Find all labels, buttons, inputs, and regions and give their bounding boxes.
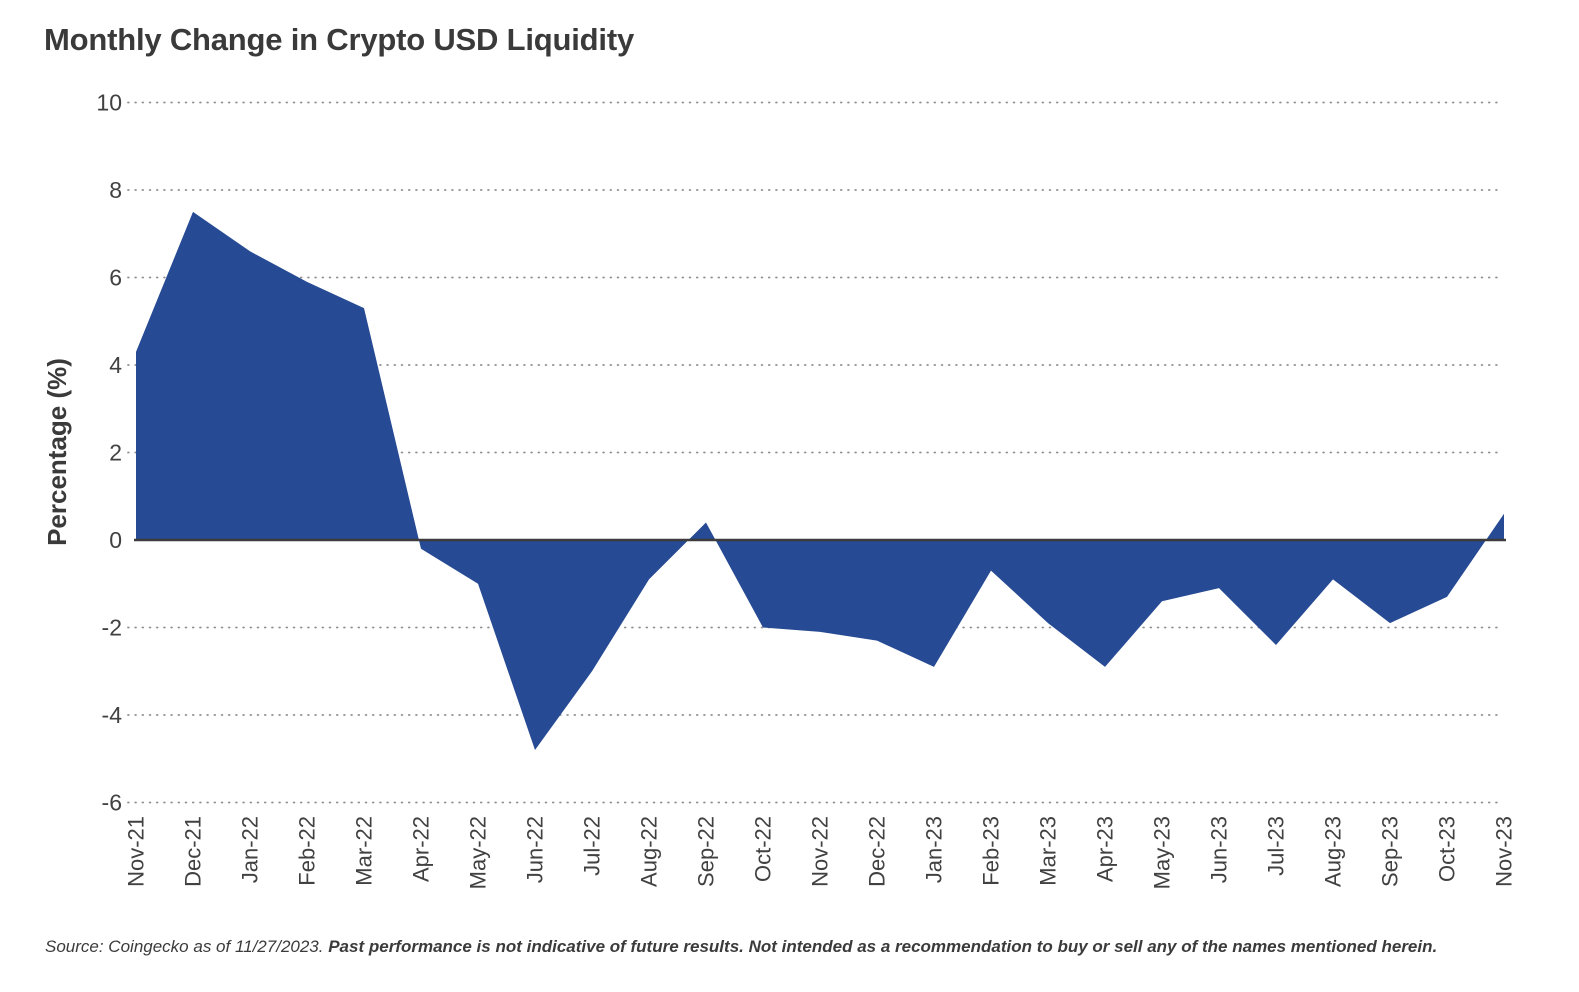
x-tick-label: Nov-23 (1492, 816, 1517, 887)
x-tick-label: Jul-22 (580, 816, 605, 876)
x-tick-label: Aug-22 (637, 816, 662, 887)
x-tick-label: Apr-22 (409, 816, 434, 882)
y-tick-label: 10 (96, 90, 122, 116)
x-tick-label: May-23 (1150, 816, 1175, 889)
x-axis-ticks: Nov-21 Dec-21 Jan-22 Feb-22 Mar-22 Apr-22 May-… (124, 816, 1517, 889)
x-tick-label: Jan-23 (922, 816, 947, 883)
x-tick-label: Dec-21 (181, 816, 206, 887)
y-tick-label: -6 (102, 790, 122, 816)
x-tick-label: Feb-23 (979, 816, 1004, 886)
source-note: Source: Coingecko as of 11/27/2023. Past… (45, 936, 1545, 959)
x-tick-label: Oct-22 (751, 816, 776, 882)
chart-title: Monthly Change in Crypto USD Liquidity (44, 22, 634, 57)
x-tick-label: May-22 (466, 816, 491, 889)
y-tick-label: -2 (102, 615, 122, 641)
x-tick-label: Apr-23 (1093, 816, 1118, 882)
y-tick-label: -4 (102, 702, 123, 728)
y-tick-label: 8 (109, 177, 122, 203)
y-tick-label: 0 (109, 527, 122, 553)
area-chart: 10 8 6 4 2 0 -2 -4 -6 Nov-21 Dec-21 Jan-22 Feb-22 Ma… (42, 90, 1517, 890)
source-text: Source: Coingecko as of 11/27/2023. (45, 937, 329, 956)
y-axis-ticks: 10 8 6 4 2 0 -2 -4 -6 (96, 90, 122, 816)
x-tick-label: Jan-22 (238, 816, 263, 883)
disclaimer-text: Past performance is not indicative of fu… (328, 937, 1438, 956)
x-tick-label: Mar-23 (1036, 816, 1061, 886)
y-tick-label: 2 (109, 440, 122, 466)
x-tick-label: Nov-21 (124, 816, 149, 887)
x-tick-label: Feb-22 (295, 816, 320, 886)
x-tick-label: Jun-23 (1207, 816, 1232, 883)
x-tick-label: Sep-22 (694, 816, 719, 887)
y-tick-label: 4 (109, 352, 122, 378)
x-tick-label: Mar-22 (352, 816, 377, 886)
x-tick-label: Jul-23 (1264, 816, 1289, 876)
x-tick-label: Jun-22 (523, 816, 548, 883)
x-tick-label: Sep-23 (1378, 816, 1403, 887)
area-series (136, 211, 1504, 750)
x-tick-label: Dec-22 (865, 816, 890, 887)
x-tick-label: Nov-22 (808, 816, 833, 887)
y-tick-label: 6 (109, 265, 122, 291)
y-axis-title: Percentage (%) (42, 358, 72, 546)
x-tick-label: Oct-23 (1435, 816, 1460, 882)
x-tick-label: Aug-23 (1321, 816, 1346, 887)
